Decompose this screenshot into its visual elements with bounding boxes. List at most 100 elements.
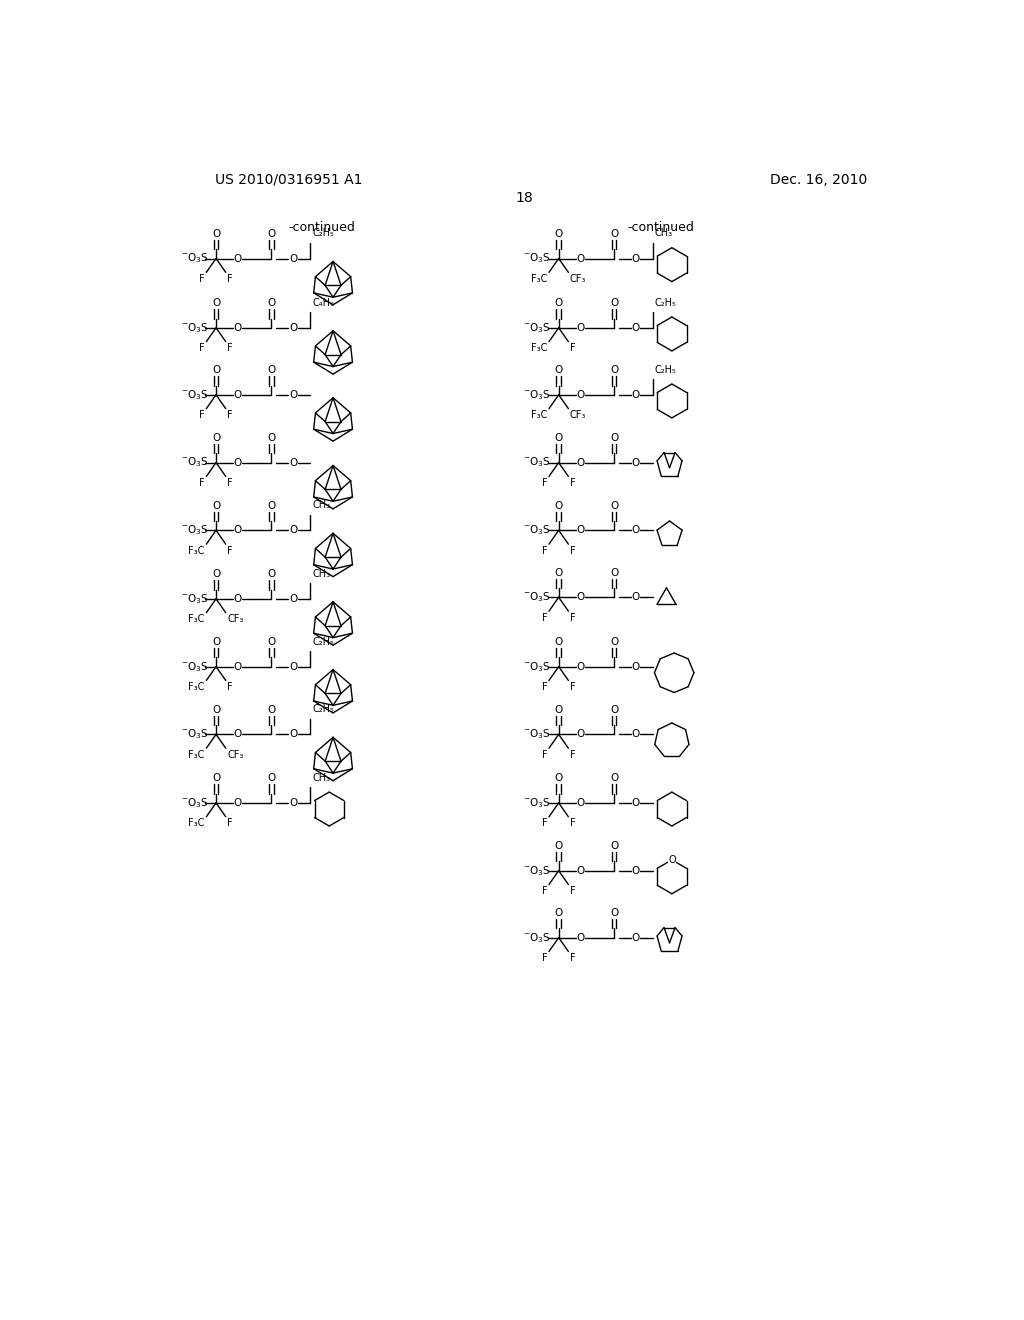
Text: O: O (212, 433, 220, 444)
Text: O: O (289, 253, 297, 264)
Text: F₃C: F₃C (188, 818, 205, 828)
Text: O: O (610, 638, 618, 647)
Text: O: O (577, 593, 585, 602)
Text: $^{-}$O$_3$S: $^{-}$O$_3$S (180, 321, 208, 335)
Text: O: O (555, 298, 563, 308)
Text: O: O (610, 841, 618, 851)
Text: $^{-}$O$_3$S: $^{-}$O$_3$S (180, 660, 208, 673)
Text: O: O (289, 730, 297, 739)
Text: F: F (542, 478, 548, 488)
Text: F: F (570, 953, 575, 964)
Text: O: O (668, 855, 676, 865)
Text: O: O (233, 458, 242, 467)
Text: O: O (267, 705, 275, 714)
Text: F: F (227, 545, 232, 556)
Text: O: O (632, 933, 640, 942)
Text: US 2010/0316951 A1: US 2010/0316951 A1 (215, 173, 362, 187)
Text: CF₃: CF₃ (227, 614, 244, 624)
Text: O: O (577, 323, 585, 333)
Text: O: O (577, 730, 585, 739)
Text: $^{-}$O$_3$S: $^{-}$O$_3$S (180, 727, 208, 742)
Text: O: O (577, 797, 585, 808)
Text: F: F (570, 343, 575, 354)
Text: O: O (555, 366, 563, 375)
Text: CH₃: CH₃ (312, 569, 331, 579)
Text: C₂H₅: C₂H₅ (312, 705, 334, 714)
Text: F: F (227, 478, 232, 488)
Text: F: F (227, 682, 232, 692)
Text: $^{-}$O$_3$S: $^{-}$O$_3$S (523, 660, 551, 673)
Text: F: F (227, 275, 232, 284)
Text: -continued: -continued (627, 222, 693, 234)
Text: $^{-}$O$_3$S: $^{-}$O$_3$S (523, 931, 551, 945)
Text: O: O (233, 797, 242, 808)
Text: $^{-}$O$_3$S: $^{-}$O$_3$S (180, 455, 208, 470)
Text: O: O (610, 298, 618, 308)
Text: F: F (542, 818, 548, 828)
Text: O: O (267, 774, 275, 783)
Text: O: O (289, 458, 297, 467)
Text: $^{-}$O$_3$S: $^{-}$O$_3$S (523, 388, 551, 401)
Text: F: F (542, 612, 548, 623)
Text: F: F (199, 411, 205, 420)
Text: O: O (555, 638, 563, 647)
Text: O: O (289, 389, 297, 400)
Text: O: O (610, 908, 618, 917)
Text: $^{-}$O$_3$S: $^{-}$O$_3$S (523, 524, 551, 537)
Text: O: O (632, 458, 640, 467)
Text: O: O (212, 298, 220, 308)
Text: O: O (555, 705, 563, 714)
Text: O: O (610, 774, 618, 783)
Text: O: O (212, 774, 220, 783)
Text: O: O (233, 594, 242, 603)
Text: F: F (570, 612, 575, 623)
Text: O: O (555, 774, 563, 783)
Text: O: O (632, 797, 640, 808)
Text: CF₃: CF₃ (570, 411, 587, 420)
Text: F₃C: F₃C (188, 682, 205, 692)
Text: F: F (570, 682, 575, 692)
Text: O: O (212, 638, 220, 647)
Text: $^{-}$O$_3$S: $^{-}$O$_3$S (523, 590, 551, 605)
Text: O: O (289, 661, 297, 672)
Text: F: F (542, 750, 548, 760)
Text: O: O (233, 661, 242, 672)
Text: $^{-}$O$_3$S: $^{-}$O$_3$S (180, 796, 208, 809)
Text: C₄H₉: C₄H₉ (312, 298, 334, 308)
Text: O: O (610, 228, 618, 239)
Text: C₂H₅: C₂H₅ (655, 298, 677, 308)
Text: O: O (610, 705, 618, 714)
Text: F₃C: F₃C (531, 411, 548, 420)
Text: O: O (233, 389, 242, 400)
Text: O: O (577, 866, 585, 875)
Text: CH₃: CH₃ (312, 500, 331, 511)
Text: O: O (632, 593, 640, 602)
Text: F: F (570, 818, 575, 828)
Text: O: O (577, 253, 585, 264)
Text: O: O (577, 661, 585, 672)
Text: $^{-}$O$_3$S: $^{-}$O$_3$S (523, 321, 551, 335)
Text: O: O (233, 253, 242, 264)
Text: C₂H₅: C₂H₅ (312, 636, 334, 647)
Text: O: O (577, 389, 585, 400)
Text: O: O (555, 841, 563, 851)
Text: F₃C: F₃C (188, 545, 205, 556)
Text: O: O (212, 228, 220, 239)
Text: O: O (555, 433, 563, 444)
Text: CF₃: CF₃ (570, 275, 587, 284)
Text: -continued: -continued (288, 222, 355, 234)
Text: O: O (267, 638, 275, 647)
Text: O: O (233, 730, 242, 739)
Text: $^{-}$O$_3$S: $^{-}$O$_3$S (180, 388, 208, 401)
Text: $^{-}$O$_3$S: $^{-}$O$_3$S (523, 252, 551, 265)
Text: O: O (267, 500, 275, 511)
Text: O: O (289, 797, 297, 808)
Text: CH₃: CH₃ (655, 228, 673, 239)
Text: $^{-}$O$_3$S: $^{-}$O$_3$S (523, 796, 551, 809)
Text: O: O (632, 323, 640, 333)
Text: O: O (267, 433, 275, 444)
Text: O: O (212, 705, 220, 714)
Text: F: F (199, 343, 205, 354)
Text: O: O (632, 661, 640, 672)
Text: O: O (233, 323, 242, 333)
